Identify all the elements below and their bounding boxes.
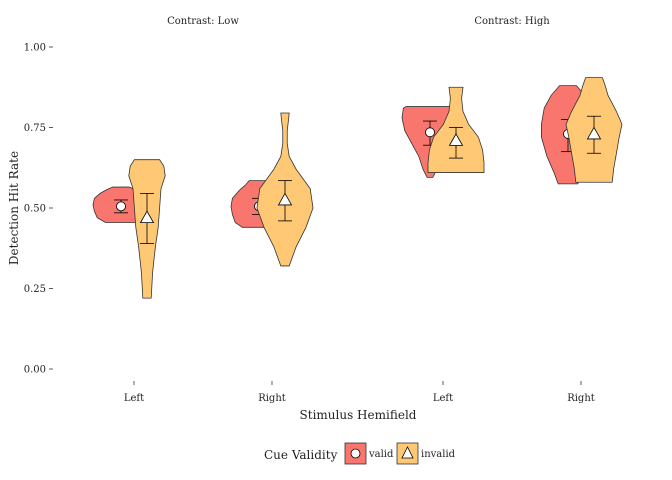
legend-marker-circle — [350, 448, 361, 459]
legend-label-valid: valid — [368, 449, 394, 460]
y-tick-label: 0.50 — [24, 204, 46, 215]
y-tick-label: 1.00 — [24, 43, 46, 54]
mean-point-invalid — [139, 210, 155, 224]
legend-label-invalid: invalid — [421, 449, 456, 460]
y-axis-title: Detection Hit Rate — [7, 151, 21, 265]
facet-strip-label-low: Contrast: Low — [167, 16, 239, 27]
x-tick-label: Right — [567, 393, 595, 404]
legend-title: Cue Validity — [264, 448, 338, 462]
x-tick-label: Left — [124, 393, 144, 404]
x-tick-label: Right — [258, 393, 286, 404]
facet-strip-label-high: Contrast: High — [474, 16, 550, 27]
x-tick-label: Left — [433, 393, 453, 404]
mean-point-valid — [116, 201, 126, 212]
plot-area — [92, 77, 623, 299]
mean-point-invalid — [277, 192, 293, 206]
facet-strips: Contrast: Low Contrast: High — [167, 16, 550, 27]
y-axis: 0.00 0.25 0.50 0.75 1.00 — [24, 43, 53, 376]
mean-point-invalid — [586, 126, 602, 140]
legend: Cue Validity valid invalid — [264, 442, 456, 465]
mean-point-invalid — [448, 133, 464, 146]
x-axis-title: Stimulus Hemifield — [300, 408, 417, 422]
mean-point-valid — [425, 127, 435, 138]
legend-marker-triangle — [401, 446, 414, 459]
y-tick-label: 0.00 — [24, 365, 46, 376]
y-tick-label: 0.75 — [24, 123, 46, 134]
y-tick-label: 0.25 — [24, 284, 46, 295]
x-axis: Left Right Left Right — [124, 381, 595, 404]
